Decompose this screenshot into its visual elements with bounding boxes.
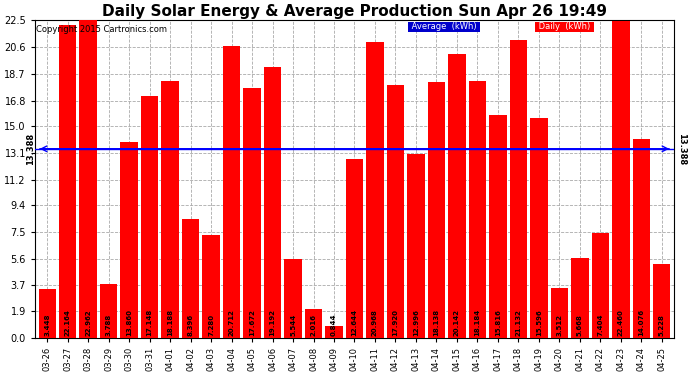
Text: 22.460: 22.460 [618,309,624,336]
Bar [79,14,97,338]
Bar [325,326,343,338]
Bar [346,159,363,338]
Bar [100,284,117,338]
Bar [161,81,179,338]
Text: 5.228: 5.228 [659,314,664,336]
Bar [305,309,322,338]
Text: 0.844: 0.844 [331,314,337,336]
Bar [469,81,486,338]
Text: Average  (kWh): Average (kWh) [409,22,480,32]
Bar [510,40,527,338]
Text: 17.672: 17.672 [249,309,255,336]
Text: Copyright 2015 Cartronics.com: Copyright 2015 Cartronics.com [36,25,167,34]
Text: 5.668: 5.668 [577,314,583,336]
Text: 7.404: 7.404 [598,314,603,336]
Bar [653,264,671,338]
Text: 18.184: 18.184 [475,309,480,336]
Bar [612,21,629,338]
Bar [448,54,466,338]
Text: 3.512: 3.512 [556,314,562,336]
Bar [530,118,548,338]
Text: 15.816: 15.816 [495,309,501,336]
Bar [264,67,282,338]
Bar [489,115,506,338]
Text: 15.596: 15.596 [536,309,542,336]
Text: 17.920: 17.920 [393,309,398,336]
Text: 21.132: 21.132 [515,309,522,336]
Bar [284,260,302,338]
Text: 18.188: 18.188 [167,309,173,336]
Bar [591,233,609,338]
Title: Daily Solar Energy & Average Production Sun Apr 26 19:49: Daily Solar Energy & Average Production … [102,4,607,19]
Bar [182,219,199,338]
Bar [223,45,240,338]
Bar [39,289,56,338]
Bar [244,88,261,338]
Text: 20.142: 20.142 [454,309,460,336]
Bar [571,258,589,338]
Text: 12.996: 12.996 [413,309,419,336]
Text: 22.962: 22.962 [85,309,91,336]
Text: 19.192: 19.192 [270,309,275,336]
Bar [141,96,159,338]
Text: 20.712: 20.712 [228,309,235,336]
Bar [633,139,650,338]
Text: 8.396: 8.396 [188,314,194,336]
Text: 7.280: 7.280 [208,314,214,336]
Text: Daily  (kWh): Daily (kWh) [536,22,593,32]
Text: 18.138: 18.138 [433,309,440,336]
Text: 2.016: 2.016 [310,314,317,336]
Bar [407,154,424,338]
Text: 22.164: 22.164 [65,309,70,336]
Text: 13.388: 13.388 [26,133,35,165]
Text: 14.076: 14.076 [638,309,644,336]
Bar [428,82,445,338]
Bar [366,42,384,338]
Text: 3.448: 3.448 [44,314,50,336]
Bar [551,288,568,338]
Bar [202,235,220,338]
Text: 3.788: 3.788 [106,314,112,336]
Bar [59,25,77,338]
Bar [121,142,138,338]
Bar [387,85,404,338]
Text: 20.968: 20.968 [372,309,378,336]
Text: 17.148: 17.148 [147,309,152,336]
Text: 12.644: 12.644 [351,309,357,336]
Text: 13.860: 13.860 [126,309,132,336]
Text: 5.544: 5.544 [290,314,296,336]
